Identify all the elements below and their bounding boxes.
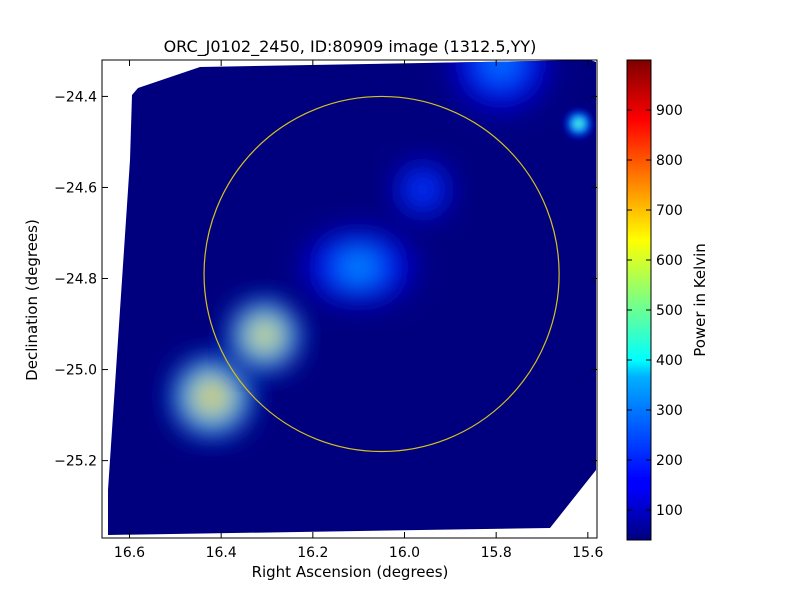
y-tick-label: −24.8	[54, 272, 97, 288]
colorbar-tick-label: 300	[656, 403, 683, 419]
y-axis-label: Declination (degrees)	[23, 219, 41, 381]
x-tick-label: 15.8	[481, 545, 512, 561]
source-contour	[417, 184, 429, 196]
x-tick-label: 16.2	[297, 545, 328, 561]
source-blob	[563, 108, 594, 139]
y-tick-label: −24.4	[54, 89, 97, 105]
source-contour	[576, 121, 581, 127]
chart-title: ORC_J0102_2450, ID:80909 image (1312.5,Y…	[164, 37, 537, 57]
colorbar-ticks: 100 200 300 400 500 600 700 800 900	[627, 103, 683, 519]
region-circle	[203, 95, 560, 453]
source-contour	[491, 60, 510, 72]
circle-layer	[203, 95, 560, 453]
colorbar-tick-label: 500	[656, 303, 683, 319]
source-contour	[258, 329, 271, 342]
colorbar-label: Power in Kelvin	[691, 243, 709, 357]
colorbar-tick-label: 400	[656, 353, 683, 369]
source-blob	[166, 351, 258, 443]
colorbar-tick-label: 600	[656, 253, 683, 269]
source-contour	[348, 260, 369, 274]
sources-layer	[166, 60, 594, 443]
colorbar-tick-label: 900	[656, 103, 683, 119]
y-tick-label: −24.6	[54, 180, 97, 196]
y-ticks: −24.4 −24.6 −24.8 −25.0 −25.2	[54, 89, 597, 470]
source-blob	[387, 154, 459, 226]
source-contour	[205, 390, 219, 404]
x-ticks: 16.6 16.4 16.2 16.0 15.8 15.6	[114, 60, 604, 561]
colorbar-tick-label: 100	[656, 503, 683, 519]
y-tick-label: −25.0	[54, 363, 97, 379]
plot-frame	[101, 59, 598, 539]
x-tick-label: 16.0	[389, 545, 420, 561]
x-tick-label: 16.6	[114, 545, 145, 561]
source-blob	[290, 221, 427, 313]
x-tick-label: 15.6	[572, 545, 603, 561]
source-blob	[440, 60, 562, 123]
colorbar	[626, 59, 652, 541]
y-tick-label: −25.2	[54, 454, 97, 470]
x-axis-label: Right Ascension (degrees)	[252, 563, 449, 581]
heatmap-image	[108, 60, 596, 535]
colorbar-tick-label: 800	[656, 153, 683, 169]
colorbar-tick-label: 200	[656, 453, 683, 469]
colorbar-tick-label: 700	[656, 203, 683, 219]
x-tick-label: 16.4	[206, 545, 237, 561]
source-blob	[224, 295, 306, 376]
